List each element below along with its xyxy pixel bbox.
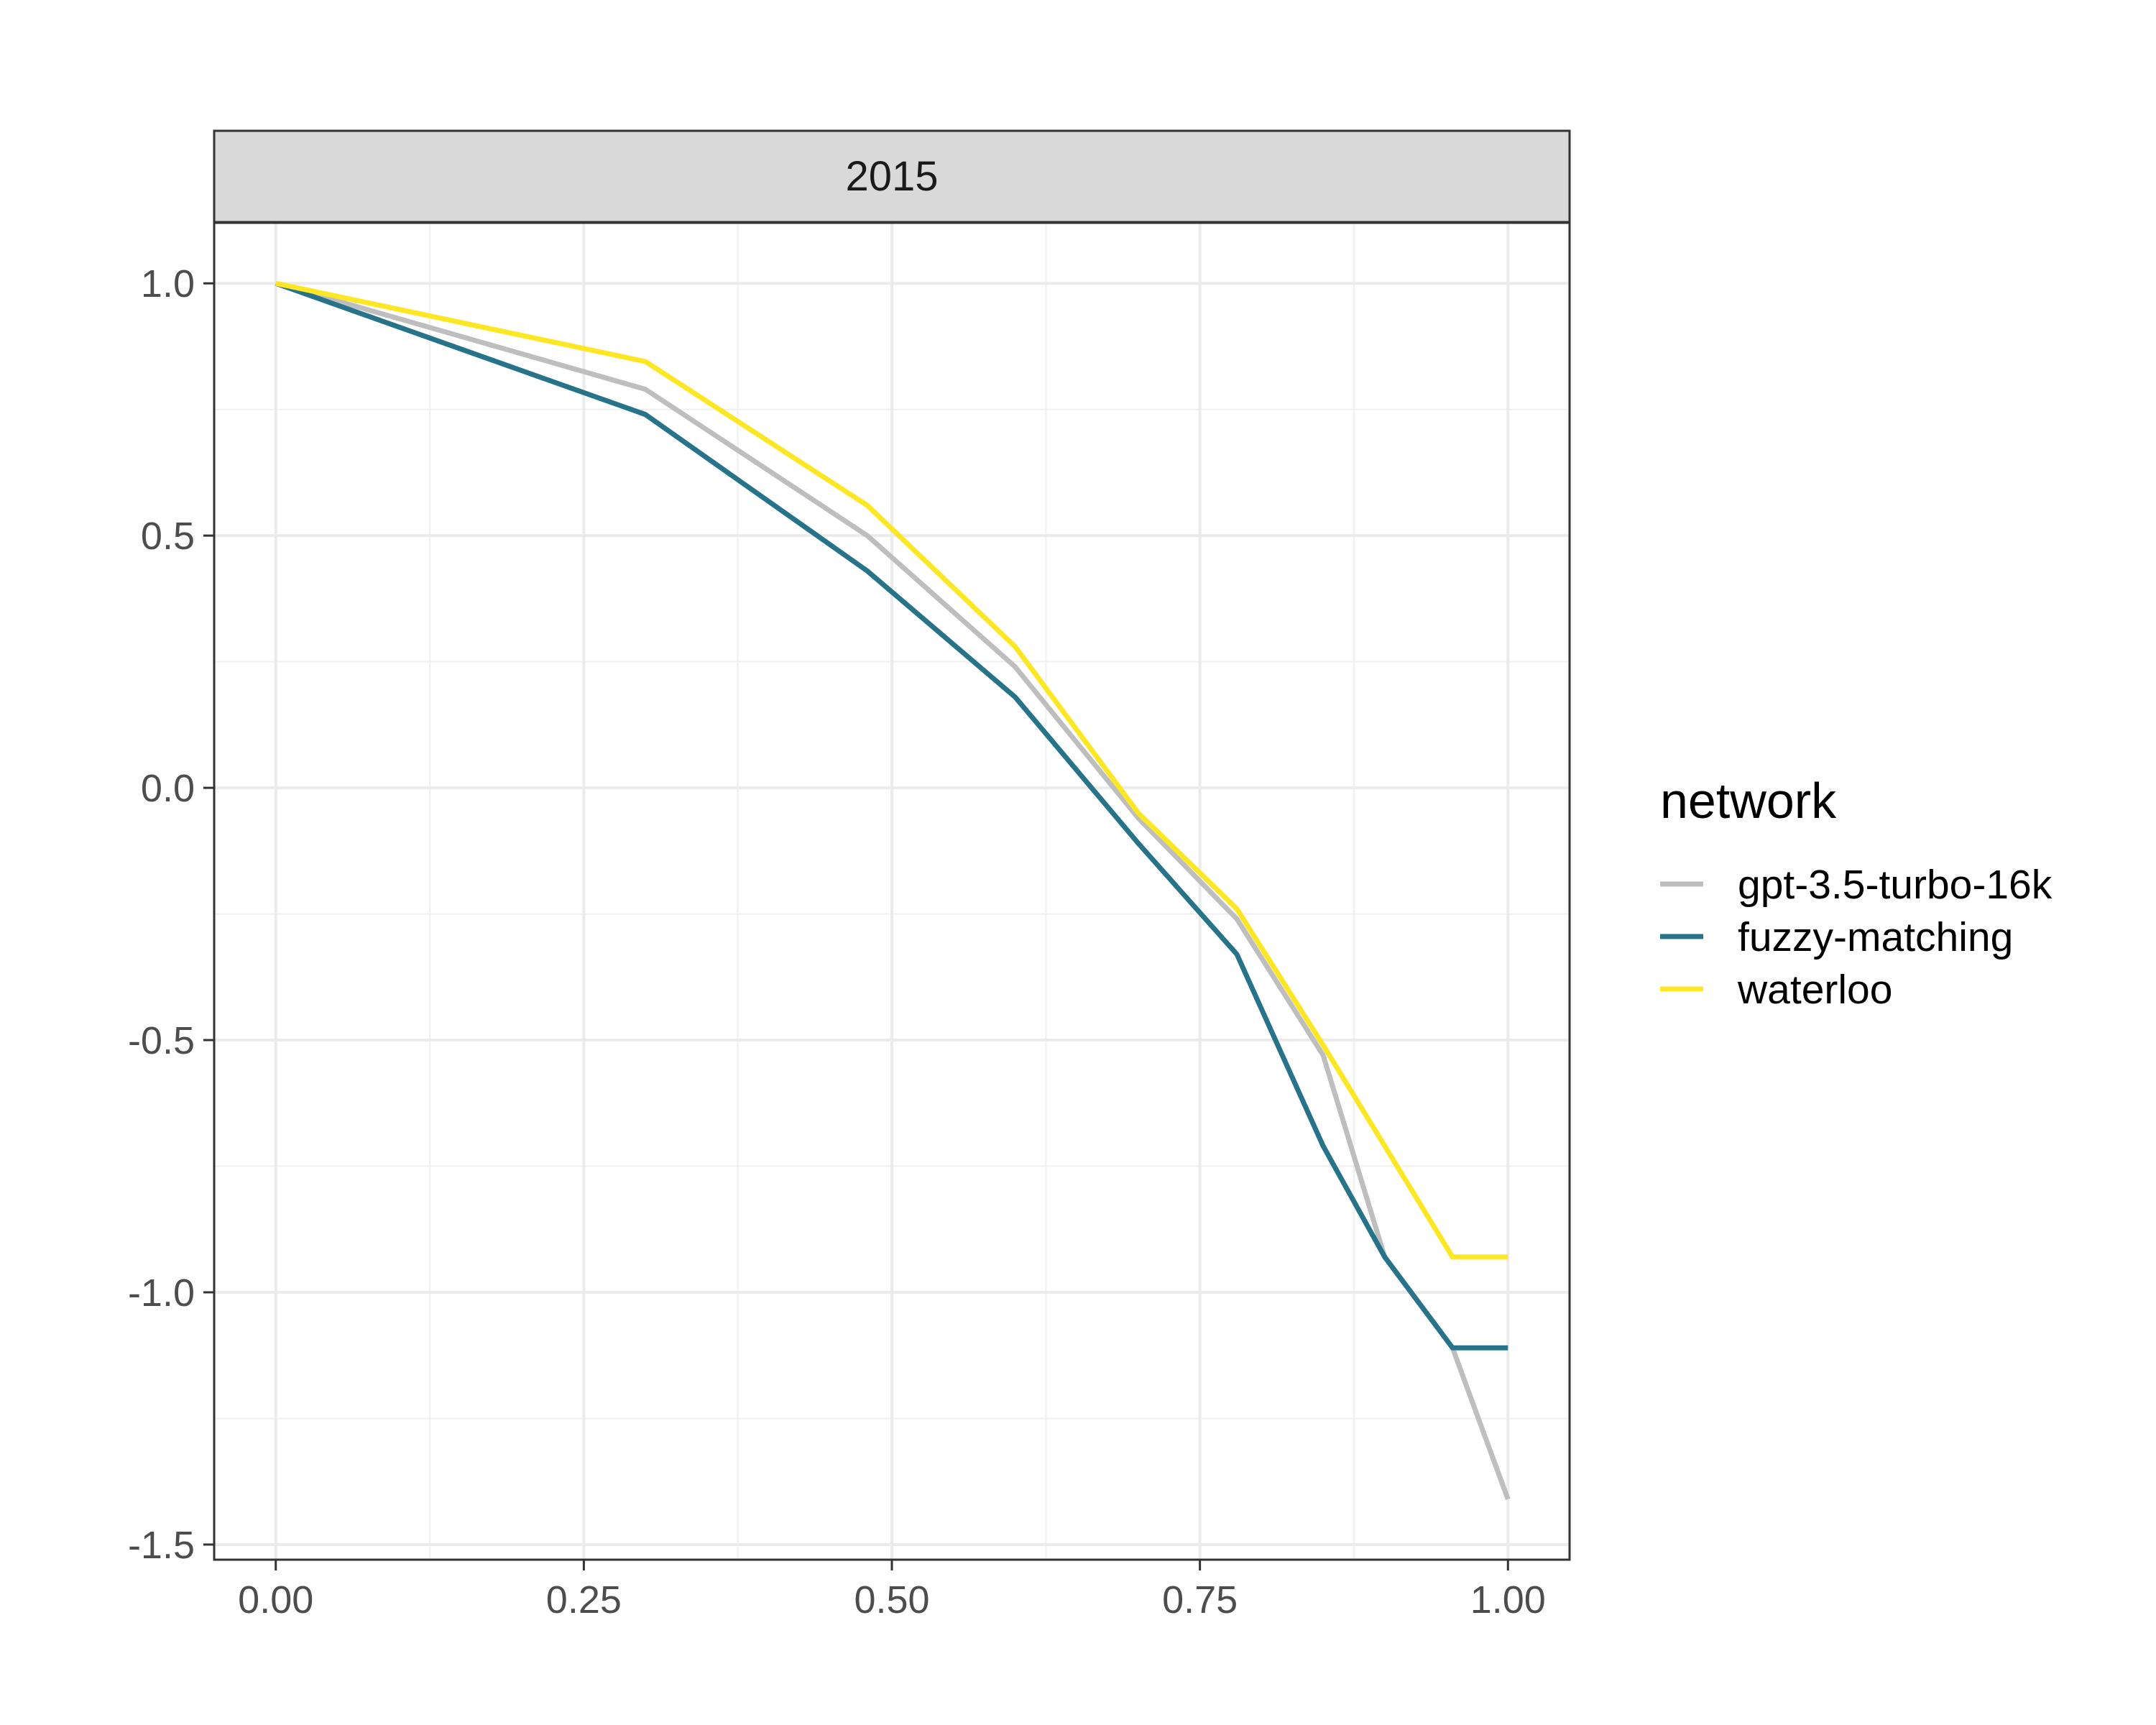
facet-label: 2015 [845, 153, 938, 200]
legend-item: gpt-3.5-turbo-16k [1660, 862, 2053, 908]
x-tick-label: 0.25 [546, 1578, 622, 1622]
major-grid [214, 223, 1570, 1560]
series-lines [275, 280, 1511, 1500]
legend-item: waterloo [1660, 967, 1892, 1013]
legend-label: waterloo [1737, 967, 1892, 1013]
x-tick-label: 0.75 [1162, 1578, 1238, 1622]
facet-strip: 2015 [213, 129, 1571, 224]
x-axis: 0.00 0.25 0.50 0.75 1.00 [238, 1560, 1546, 1622]
minor-grid [214, 223, 1570, 1560]
x-tick-label: 1.00 [1470, 1578, 1546, 1622]
y-tick-label: -1.5 [128, 1524, 195, 1567]
y-tick-label: 0.0 [141, 767, 195, 810]
legend-items: gpt-3.5-turbo-16k fuzzy-matching waterloo [1660, 862, 2053, 1013]
y-tick-label: 1.0 [141, 262, 195, 305]
series-line-fuzzy-matching [275, 280, 1508, 1351]
plot-area [213, 221, 1571, 1561]
legend-title: network [1660, 773, 1837, 829]
legend-label: fuzzy-matching [1738, 914, 2013, 960]
x-tick-label: 0.00 [238, 1578, 313, 1622]
facet-strip-background [213, 129, 1571, 224]
y-tick-label: 0.5 [141, 515, 195, 558]
y-tick-label: -0.5 [128, 1019, 195, 1062]
legend-item: fuzzy-matching [1660, 914, 2013, 960]
y-tick-label: -1.0 [128, 1271, 195, 1315]
legend-label: gpt-3.5-turbo-16k [1738, 862, 2053, 908]
series-line-waterloo [275, 280, 1508, 1260]
legend: network gpt-3.5-turbo-16k fuzzy-matching w… [1660, 773, 2053, 1013]
y-axis: 1.0 0.5 0.0 -0.5 -1.0 -1.5 [128, 262, 214, 1567]
x-tick-label: 0.50 [854, 1578, 929, 1622]
